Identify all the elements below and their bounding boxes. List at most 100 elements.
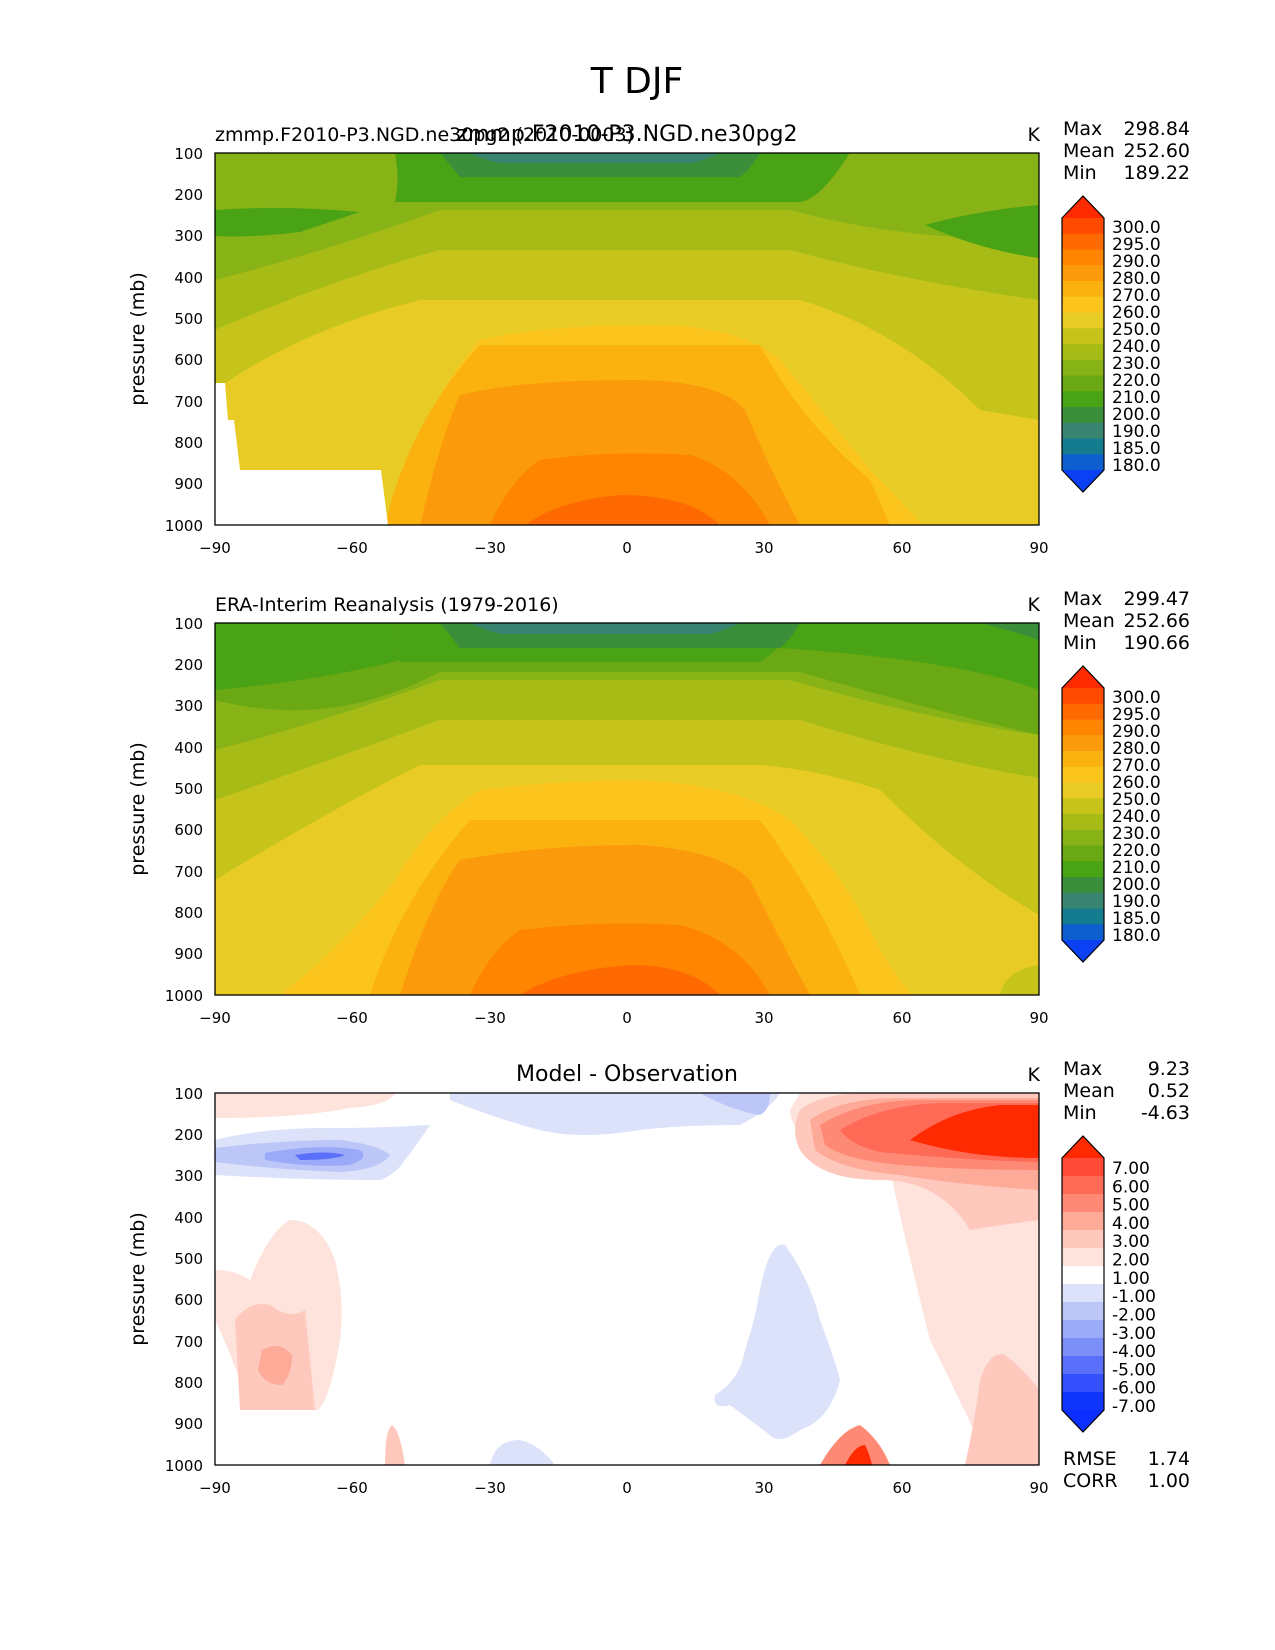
colorbar-tick-label: 200.0 [1112, 405, 1161, 425]
colorbar-swatch [1062, 1230, 1104, 1249]
colorbar-tick-label: 300.0 [1112, 218, 1161, 238]
panel-difference: Model - Observation K pressure (mb) −90 … [127, 1058, 1190, 1497]
colorbar-swatch [1062, 688, 1104, 705]
diff-y-axis-label: pressure (mb) [127, 1212, 149, 1346]
diff-corr-label: CORR [1063, 1470, 1118, 1492]
obs-x-tick: 60 [892, 1009, 911, 1027]
diff-max-value: 9.23 [1148, 1058, 1190, 1080]
colorbar-tick-label: -7.00 [1112, 1397, 1156, 1417]
model-y-tick: 700 [174, 393, 203, 411]
model-x-tick: −60 [336, 539, 368, 557]
colorbar-swatch [1062, 751, 1104, 768]
diff-y-tick: 1000 [165, 1457, 203, 1475]
colorbar-tick-label: 220.0 [1112, 841, 1161, 861]
diff-y-tick: 300 [174, 1167, 203, 1185]
colorbar-tick-label: 185.0 [1112, 439, 1161, 459]
model-title-left: zmmp.F2010-P3.NGD.ne30pg2 (2010-0003) [215, 124, 634, 146]
model-y-tick: 900 [174, 475, 203, 493]
band-190-200 [470, 623, 740, 634]
colorbar-swatch [1062, 233, 1104, 251]
model-x-tick: 60 [892, 539, 911, 557]
model-y-tick: 600 [174, 351, 203, 369]
panel-model: zmmp.F2010-P3.NGD.ne30pg2 zmmp.F2010-P3.… [127, 118, 1190, 557]
model-colorbar: 300.0295.0290.0280.0270.0260.0250.0240.0… [1061, 195, 1161, 493]
diff-contour-field [215, 1093, 1039, 1465]
colorbar-swatch [1062, 1176, 1104, 1195]
diff-units: K [1028, 1064, 1041, 1086]
colorbar-swatch [1062, 1302, 1104, 1321]
obs-mean-value: 252.66 [1124, 610, 1190, 632]
obs-plot-frame [214, 622, 1040, 996]
model-x-tick: 0 [622, 539, 632, 557]
diff-x-tick: 90 [1029, 1479, 1048, 1497]
band-300 [525, 495, 720, 525]
obs-colorbar: 300.0295.0290.0280.0270.0260.0250.0240.0… [1061, 665, 1161, 963]
colorbar-tick-label: 280.0 [1112, 739, 1161, 759]
colorbar-swatch [1062, 1320, 1104, 1339]
obs-title-left: ERA-Interim Reanalysis (1979-2016) [215, 594, 559, 616]
colorbar-tick-label: 290.0 [1112, 252, 1161, 272]
obs-y-ticks: 100 200 300 400 500 600 700 800 900 1000 [165, 615, 203, 1005]
colorbar-swatch [1062, 703, 1104, 721]
colorbar-tick-label: 300.0 [1112, 688, 1161, 708]
colorbar-tick-label: 1.00 [1112, 1269, 1150, 1289]
colorbar-swatch [1062, 1338, 1104, 1357]
obs-y-tick: 700 [174, 863, 203, 881]
colorbar-outline [1061, 195, 1105, 493]
missing-data-mask [215, 383, 388, 525]
colorbar-swatch [1062, 877, 1104, 894]
colorbar-swatch [1062, 1392, 1104, 1411]
model-y-tick: 200 [174, 186, 203, 204]
diff-y-tick: 900 [174, 1415, 203, 1433]
colorbar-tick-label: 240.0 [1112, 807, 1161, 827]
colorbar-swatch [1062, 265, 1104, 282]
obs-y-tick: 200 [174, 656, 203, 674]
colorbar-tick-label: -5.00 [1112, 1360, 1156, 1380]
colorbar-tick-label: 230.0 [1112, 824, 1161, 844]
diff-x-ticks: −90 −60 −30 0 30 60 90 [199, 1479, 1048, 1497]
colorbar-swatch [1062, 814, 1104, 831]
colorbar-tick-label: 295.0 [1112, 705, 1161, 725]
colorbar-tick-label: 220.0 [1112, 371, 1161, 391]
obs-contour-field [215, 623, 1039, 995]
diff-plot-frame [214, 1092, 1040, 1466]
colorbar-swatch [1062, 1194, 1104, 1213]
model-x-tick: 30 [754, 539, 773, 557]
obs-x-tick: −60 [336, 1009, 368, 1027]
colorbar-tick-label: 260.0 [1112, 303, 1161, 323]
colorbar-tick-label: -2.00 [1112, 1305, 1156, 1325]
colorbar-swatch [1062, 391, 1104, 408]
diff-neg-bot [490, 1440, 555, 1465]
colorbar-tick-label: 270.0 [1112, 286, 1161, 306]
obs-y-tick: 500 [174, 780, 203, 798]
colorbar-tick-label: 250.0 [1112, 320, 1161, 340]
colorbar-swatch [1062, 845, 1104, 862]
colorbar-extend-max [1062, 1136, 1104, 1158]
model-x-tick: 90 [1029, 539, 1048, 557]
band-295-300 [470, 923, 770, 995]
obs-max-value: 299.47 [1124, 588, 1190, 610]
colorbar-extend-max [1062, 666, 1104, 688]
colorbar-outline [1061, 1135, 1105, 1433]
model-y-tick: 800 [174, 434, 203, 452]
colorbar-tick-label: 190.0 [1112, 892, 1161, 912]
colorbar-tick-label: 7.00 [1112, 1159, 1150, 1179]
diff-x-tick: 60 [892, 1479, 911, 1497]
band-east-low [1000, 965, 1039, 995]
model-x-ticks: −90 −60 −30 0 30 60 90 [199, 539, 1048, 557]
diff-min-value: -4.63 [1141, 1102, 1190, 1124]
colorbar-tick-label: 185.0 [1112, 909, 1161, 929]
colorbar-tick-label: 210.0 [1112, 388, 1161, 408]
diff-pos-rl [965, 1354, 1039, 1465]
colorbar-swatch [1062, 296, 1104, 314]
obs-stats: Max 299.47 Mean 252.66 Min 190.66 [1063, 588, 1190, 654]
colorbar-swatch [1062, 798, 1104, 815]
colorbar-swatch [1062, 359, 1104, 377]
obs-y-axis-label: pressure (mb) [127, 742, 149, 876]
colorbar-tick-label: -6.00 [1112, 1379, 1156, 1399]
obs-x-tick: 0 [622, 1009, 632, 1027]
diff-min-label: Min [1063, 1102, 1097, 1124]
colorbar-tick-label: 280.0 [1112, 269, 1161, 289]
diff-x-tick: −90 [199, 1479, 231, 1497]
